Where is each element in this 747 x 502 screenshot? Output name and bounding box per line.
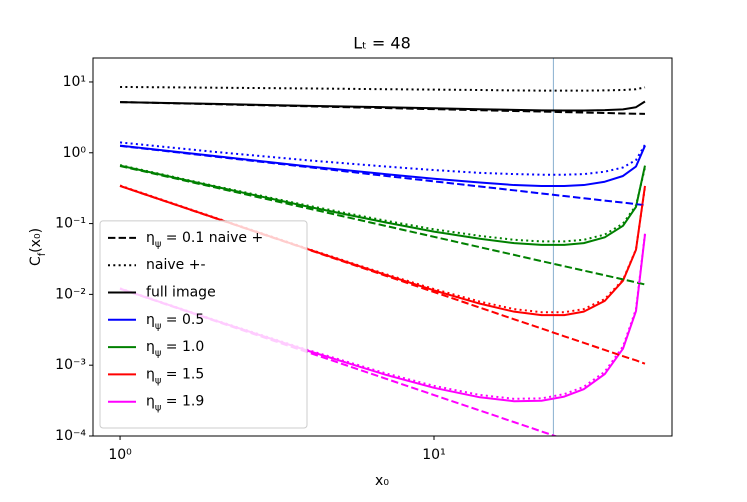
series-line [119,233,646,400]
y-tick-label: 10⁻¹ [55,216,86,232]
plot-area [119,58,646,436]
y-tick-label: 10⁻⁴ [55,428,86,444]
legend-label: ηψ = 0.1 naive + [146,230,263,250]
series-line [119,164,646,243]
y-tick-label: 10⁰ [63,145,87,161]
series-line [120,100,646,112]
series-line [120,85,646,92]
legend: ηψ = 0.1 naive + naive +- full image ηψ = 0… [99,220,308,429]
legend-label: ηψ = 0.5 [146,312,204,332]
legend-label: naive +- [146,257,206,273]
y-tick-label: 10⁻³ [55,357,86,373]
series-line [119,141,646,176]
series-line [119,144,646,187]
x-tick-label: 10¹ [422,447,445,463]
legend-box [99,220,308,429]
chart-title: Lₜ = 48 [353,34,411,53]
series-line [119,165,646,286]
axes-frame [92,57,673,437]
y-axis-label: Cf(x₀) [28,228,48,266]
series-line [119,287,559,436]
series-line [119,184,646,314]
legend-label: ηψ = 1.5 [146,366,204,386]
legend-label: ηψ = 1.9 [146,394,204,414]
y-tick-label: 10⁻² [55,286,86,302]
legend-label: full image [146,285,216,301]
series-line [119,164,646,246]
x-tick-label: 10⁰ [108,447,132,463]
y-tick-label: 10¹ [63,74,86,90]
x-axis-label: x₀ [375,473,389,489]
legend-label: ηψ = 1.0 [146,339,204,359]
series-line [119,144,646,207]
